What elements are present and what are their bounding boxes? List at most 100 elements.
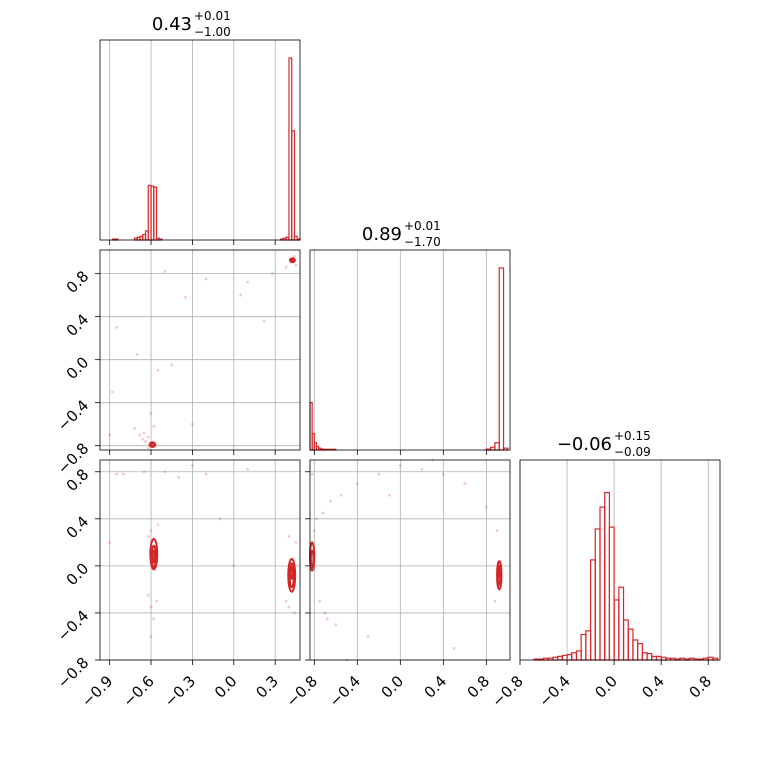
x-tick-label: −0.3 (161, 672, 199, 710)
scatter-point (163, 270, 167, 273)
scatter-point (287, 535, 291, 538)
panel-frame (99, 39, 301, 241)
histogram-bar (490, 446, 496, 451)
scatter-point (246, 280, 249, 284)
scatter-point (146, 446, 150, 450)
density-contour (148, 441, 157, 448)
y-tick-label: 0.0 (63, 560, 93, 590)
scatter-point (149, 412, 153, 415)
histogram-bar (580, 633, 587, 661)
scatter-point (133, 427, 136, 430)
scatter-point (246, 468, 249, 471)
histogram-bar (627, 628, 634, 661)
panel-frame (99, 249, 301, 451)
panel-frame (309, 249, 511, 451)
panel-2-1 (309, 458, 510, 662)
scatter-point (293, 611, 296, 615)
scatter-point (484, 505, 488, 509)
scatter-point (339, 493, 343, 497)
scatter-point (271, 272, 274, 276)
scatter-point (315, 517, 318, 521)
density-contour (290, 258, 295, 263)
density-contour (288, 562, 295, 589)
histogram-bar (637, 643, 643, 661)
scatter-point (177, 476, 181, 480)
scatter-point (138, 433, 142, 437)
scatter-point (441, 472, 445, 476)
scatter-point (355, 482, 359, 485)
scatter-point (398, 464, 402, 468)
scatter-point (170, 363, 174, 367)
histogram-bar (608, 526, 615, 661)
scatter-point (141, 437, 145, 441)
scatter-point (218, 517, 222, 521)
panel-1-1 (309, 250, 509, 451)
panel-title-1: 0.89 (362, 224, 402, 245)
histogram-bar (594, 528, 601, 661)
scatter-point (463, 482, 467, 485)
histogram-bar (707, 656, 714, 661)
scatter-point (149, 635, 153, 638)
panel-0-0 (109, 40, 301, 241)
scatter-point (115, 472, 118, 476)
x-tick-label: −0.8 (283, 672, 321, 710)
scatter-point (239, 293, 243, 297)
y-tick-label: −0.4 (54, 607, 92, 645)
scatter-point (108, 433, 112, 437)
panel-title-minus-1: −1.70 (404, 235, 441, 249)
histogram-bar (599, 506, 606, 661)
histogram-bar (651, 655, 658, 661)
histogram-bar (561, 654, 568, 661)
density-contour (289, 566, 294, 580)
scatter-point (420, 468, 424, 471)
scatter-point (294, 263, 298, 267)
histogram-bar (494, 442, 500, 451)
scatter-point (262, 319, 266, 323)
scatter-point (142, 431, 146, 435)
scatter-point (146, 435, 150, 439)
histogram-bar (575, 650, 582, 661)
scatter-point (191, 464, 194, 468)
scatter-point (149, 529, 153, 532)
panel-frame (519, 459, 721, 661)
scatter-point (142, 470, 146, 474)
panel-2-2 (519, 460, 719, 661)
scatter-point (232, 564, 236, 568)
scatter-point (122, 472, 125, 476)
scatter-point (388, 493, 391, 497)
histogram-bar (589, 559, 596, 661)
scatter-point (108, 540, 112, 544)
histogram-bar (291, 130, 296, 241)
y-tick-label: 0.0 (63, 353, 93, 383)
scatter-point (146, 535, 150, 538)
y-tick-label: −0.4 (54, 396, 92, 434)
y-tick-label: 0.8 (63, 267, 93, 297)
scatter-point (135, 352, 139, 356)
panel-title-plus-2: +0.15 (614, 429, 651, 443)
scatter-point (310, 472, 314, 476)
panel-frame (99, 459, 301, 661)
histogram-bar (646, 653, 653, 661)
x-tick-label: −0.8 (488, 672, 526, 710)
panel-title-plus-0: +0.01 (194, 9, 231, 23)
scatter-point (329, 499, 332, 503)
scatter-point (155, 599, 158, 603)
scatter-point (377, 472, 381, 476)
histogram-bar (557, 655, 563, 661)
scatter-point (366, 635, 370, 638)
panel-1-0 (100, 250, 300, 450)
x-tick-label: 0.8 (685, 672, 715, 702)
histogram-bar (153, 186, 158, 241)
scatter-point (318, 599, 322, 603)
scatter-point (293, 255, 296, 258)
density-contour (149, 442, 155, 447)
panel-title-2: −0.06 (557, 434, 612, 455)
scatter-point (495, 529, 499, 532)
density-contour (151, 549, 156, 564)
scatter-point (111, 390, 114, 394)
scatter-point (204, 277, 208, 281)
histogram-bar (655, 655, 662, 661)
y-tick-label: −0.8 (54, 654, 92, 692)
scatter-point (156, 523, 160, 527)
